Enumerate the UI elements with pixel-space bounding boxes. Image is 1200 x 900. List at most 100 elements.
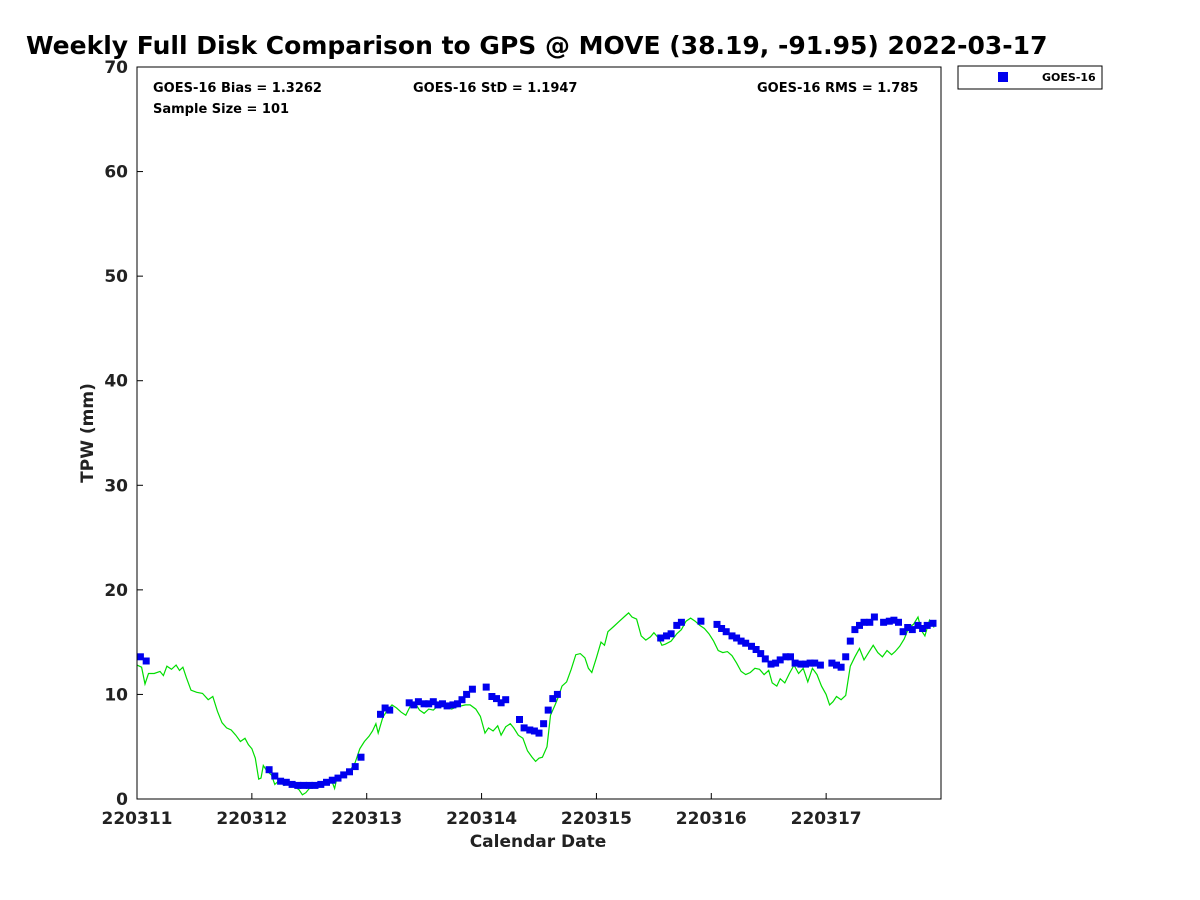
stat-sample-size: Sample Size = 101	[153, 102, 289, 117]
data-point-goes16	[328, 776, 336, 784]
data-point-goes16	[351, 763, 359, 771]
stat-rms: GOES-16 RMS = 1.785	[757, 81, 918, 96]
chart-title: Weekly Full Disk Comparison to GPS @ MOV…	[26, 31, 1047, 60]
goes16-marker-layer	[136, 613, 937, 789]
data-point-goes16	[718, 625, 726, 632]
data-point-goes16	[722, 628, 730, 636]
data-point-goes16	[340, 771, 348, 779]
data-point-goes16	[414, 698, 422, 706]
data-point-goes16	[488, 693, 496, 700]
legend: GOES-16	[957, 65, 1103, 90]
data-point-goes16	[846, 637, 854, 645]
gps-line-layer	[136, 612, 935, 796]
data-point-goes16	[733, 634, 741, 642]
y-tick-label: 70	[104, 58, 128, 78]
y-axis-label: TPW (mm)	[78, 383, 98, 483]
x-axis-label: Calendar Date	[470, 832, 607, 852]
x-tick-label: 220311	[102, 809, 173, 829]
data-point-goes16	[914, 621, 922, 629]
gps-series-line	[136, 612, 935, 796]
data-point-goes16	[657, 634, 665, 642]
data-point-goes16	[497, 699, 505, 707]
data-point-goes16	[806, 659, 814, 667]
y-tick-label: 0	[116, 790, 128, 810]
data-point-goes16	[895, 618, 902, 626]
plot-frame	[136, 66, 942, 800]
x-tick-label: 220315	[561, 809, 632, 829]
stat-std: GOES-16 StD = 1.1947	[413, 81, 577, 96]
data-point-goes16	[890, 616, 898, 624]
data-point-goes16	[468, 685, 476, 693]
data-point-goes16	[797, 660, 805, 668]
data-point-goes16	[772, 659, 780, 667]
data-point-goes16	[493, 695, 500, 703]
y-tick-label: 50	[104, 267, 128, 287]
data-point-goes16	[377, 710, 384, 718]
data-point-goes16	[439, 700, 446, 708]
data-point-goes16	[463, 690, 471, 698]
data-point-goes16	[425, 700, 433, 708]
data-point-goes16	[271, 772, 279, 780]
data-point-goes16	[697, 617, 705, 625]
data-point-goes16	[520, 724, 528, 732]
data-point-goes16	[429, 698, 437, 706]
data-point-goes16	[870, 613, 878, 621]
data-point-goes16	[761, 655, 769, 663]
data-point-goes16	[482, 683, 490, 691]
x-tick-label: 220314	[446, 809, 517, 829]
data-point-goes16	[833, 661, 840, 669]
x-axis: 220311 220312 220313 220314 220315 220316 2203…	[102, 793, 862, 829]
data-point-goes16	[549, 695, 557, 703]
data-point-goes16	[277, 777, 285, 785]
data-point-goes16	[737, 637, 745, 645]
data-point-goes16	[885, 617, 893, 625]
data-point-goes16	[136, 653, 144, 661]
data-point-goes16	[791, 659, 799, 667]
y-axis: 0 10 20 30 40 50 60 70	[104, 58, 143, 810]
data-point-goes16	[713, 620, 721, 628]
data-point-goes16	[757, 650, 765, 658]
data-point-goes16	[776, 656, 784, 664]
legend-marker	[998, 72, 1008, 82]
data-point-goes16	[851, 626, 859, 634]
data-point-goes16	[142, 657, 150, 665]
x-tick-label: 220316	[676, 809, 747, 829]
data-point-goes16	[748, 642, 755, 650]
data-point-goes16	[860, 618, 868, 626]
data-point-goes16	[667, 630, 675, 638]
data-point-goes16	[553, 690, 561, 698]
data-point-goes16	[544, 706, 552, 714]
data-point-goes16	[323, 778, 330, 786]
data-point-goes16	[842, 653, 850, 661]
data-point-goes16	[866, 618, 874, 626]
data-point-goes16	[816, 661, 824, 669]
data-point-goes16	[782, 653, 790, 661]
plot-area	[136, 66, 942, 800]
x-tick-label: 220313	[331, 809, 402, 829]
data-point-goes16	[673, 621, 681, 629]
data-point-goes16	[929, 619, 937, 627]
legend-entry-goes16: GOES-16	[1042, 71, 1096, 84]
data-point-goes16	[908, 626, 916, 634]
data-point-goes16	[434, 701, 442, 709]
data-point-goes16	[357, 753, 365, 761]
data-point-goes16	[530, 727, 538, 735]
data-point-goes16	[305, 781, 313, 789]
data-point-goes16	[265, 766, 273, 774]
data-point-goes16	[381, 704, 389, 712]
data-point-goes16	[535, 729, 543, 737]
data-point-goes16	[311, 781, 319, 789]
data-point-goes16	[405, 699, 413, 707]
data-point-goes16	[516, 716, 523, 723]
data-point-goes16	[728, 632, 736, 640]
data-point-goes16	[856, 621, 863, 629]
data-point-goes16	[454, 700, 461, 708]
data-point-goes16	[767, 660, 775, 668]
data-point-goes16	[386, 706, 394, 714]
data-point-goes16	[282, 778, 290, 786]
data-point-goes16	[787, 653, 794, 661]
data-point-goes16	[443, 702, 451, 710]
data-point-goes16	[502, 696, 510, 704]
legend-box	[957, 65, 1103, 90]
